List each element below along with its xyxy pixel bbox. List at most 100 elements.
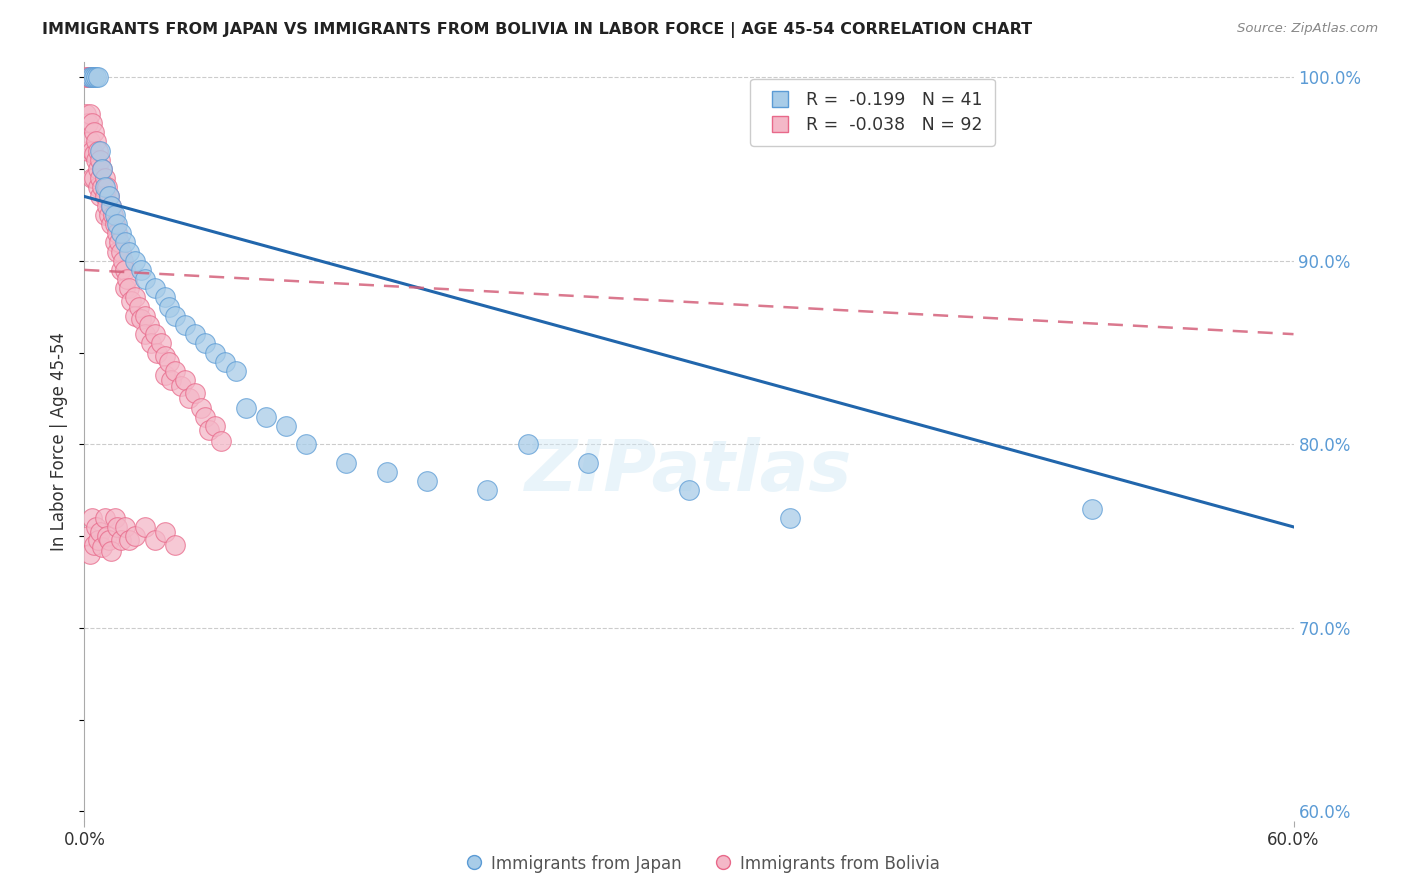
Point xyxy=(96,529,118,543)
Point xyxy=(91,180,114,194)
Point xyxy=(96,199,118,213)
Point xyxy=(105,217,128,231)
Point xyxy=(77,529,100,543)
Legend: R =  -0.199   N = 41, R =  -0.038   N = 92: R = -0.199 N = 41, R = -0.038 N = 92 xyxy=(751,78,994,146)
Point xyxy=(79,70,101,84)
Point xyxy=(79,107,101,121)
Point xyxy=(93,180,115,194)
Point xyxy=(104,208,127,222)
Point xyxy=(134,327,156,342)
Text: Source: ZipAtlas.com: Source: ZipAtlas.com xyxy=(1237,22,1378,36)
Point xyxy=(477,483,499,498)
Point xyxy=(114,520,136,534)
Point xyxy=(83,171,105,186)
Point xyxy=(124,253,146,268)
Point xyxy=(678,483,700,498)
Point xyxy=(100,217,122,231)
Point xyxy=(110,533,132,547)
Point xyxy=(129,263,152,277)
Point xyxy=(87,144,110,158)
Point xyxy=(204,345,226,359)
Point xyxy=(416,474,439,488)
Point xyxy=(75,70,97,84)
Legend: Immigrants from Japan, Immigrants from Bolivia: Immigrants from Japan, Immigrants from B… xyxy=(460,848,946,880)
Point xyxy=(86,70,108,84)
Point xyxy=(114,235,136,250)
Point xyxy=(120,294,142,309)
Point xyxy=(111,253,134,268)
Point xyxy=(194,336,217,351)
Point xyxy=(87,533,110,547)
Point xyxy=(96,180,118,194)
Point xyxy=(89,189,111,203)
Point xyxy=(100,543,122,558)
Point xyxy=(89,144,111,158)
Point xyxy=(86,134,108,148)
Point xyxy=(225,364,247,378)
Point xyxy=(134,309,156,323)
Point xyxy=(75,107,97,121)
Point xyxy=(89,525,111,540)
Point xyxy=(170,378,193,392)
Point xyxy=(134,272,156,286)
Point xyxy=(79,548,101,562)
Point xyxy=(97,533,120,547)
Point xyxy=(115,272,138,286)
Point xyxy=(779,510,801,524)
Point xyxy=(165,309,187,323)
Point xyxy=(89,171,111,186)
Point xyxy=(153,290,176,304)
Point xyxy=(110,244,132,259)
Point xyxy=(91,540,114,554)
Point xyxy=(214,354,236,368)
Point xyxy=(576,456,599,470)
Point xyxy=(129,312,152,326)
Point xyxy=(124,309,146,323)
Point xyxy=(104,217,127,231)
Point xyxy=(93,510,115,524)
Point xyxy=(157,300,180,314)
Point xyxy=(87,180,110,194)
Point xyxy=(86,153,108,167)
Point xyxy=(105,244,128,259)
Point xyxy=(82,171,104,186)
Point xyxy=(83,538,105,552)
Point xyxy=(209,434,232,448)
Point xyxy=(174,373,197,387)
Point xyxy=(93,189,115,203)
Point xyxy=(114,263,136,277)
Point xyxy=(97,189,120,203)
Point xyxy=(157,354,180,368)
Point xyxy=(114,281,136,295)
Point xyxy=(79,134,101,148)
Point xyxy=(104,510,127,524)
Point xyxy=(104,235,127,250)
Point xyxy=(124,290,146,304)
Point xyxy=(91,161,114,176)
Point xyxy=(82,116,104,130)
Point xyxy=(82,510,104,524)
Point xyxy=(101,208,124,222)
Point xyxy=(375,465,398,479)
Point xyxy=(83,125,105,139)
Point xyxy=(198,423,221,437)
Text: ZIPatlas: ZIPatlas xyxy=(526,437,852,507)
Point xyxy=(274,419,297,434)
Point xyxy=(295,437,318,451)
Point xyxy=(77,116,100,130)
Point xyxy=(110,263,132,277)
Point xyxy=(153,368,176,382)
Point xyxy=(165,538,187,552)
Point xyxy=(89,153,111,167)
Point xyxy=(77,144,100,158)
Point xyxy=(184,385,207,400)
Point xyxy=(83,147,105,161)
Point xyxy=(107,235,129,250)
Point xyxy=(124,529,146,543)
Point xyxy=(97,189,120,203)
Point xyxy=(179,392,201,406)
Point xyxy=(77,70,100,84)
Point xyxy=(153,349,176,363)
Point xyxy=(139,336,162,351)
Point xyxy=(146,345,169,359)
